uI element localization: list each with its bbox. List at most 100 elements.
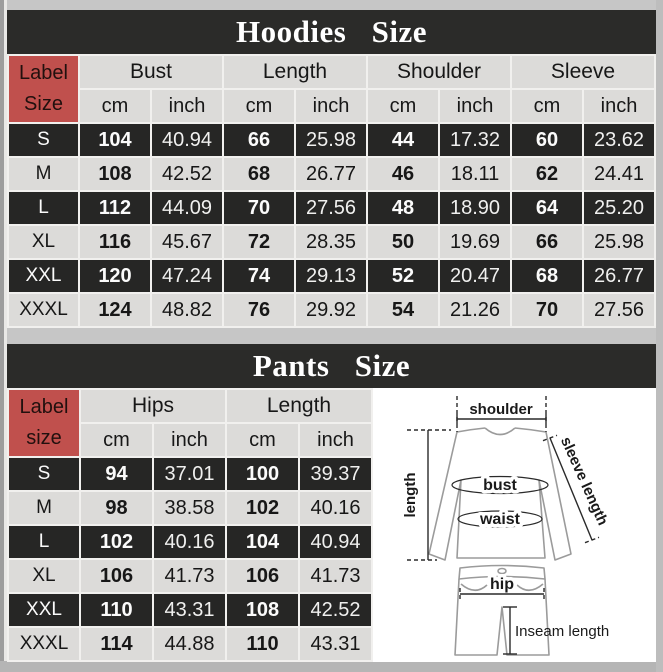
cm-value-cell: 108: [80, 158, 150, 190]
inch-value-cell: 28.35: [296, 226, 366, 258]
size-label-cell: XL: [9, 560, 79, 592]
inch-value-cell: 21.26: [440, 294, 510, 326]
hip-label: hip: [490, 576, 514, 593]
size-label-cell: M: [9, 158, 78, 190]
inch-value-cell: 40.16: [300, 492, 371, 524]
size-label-cell: L: [9, 526, 79, 558]
size-label-cell: L: [9, 192, 78, 224]
cm-value-cell: 66: [512, 226, 582, 258]
inch-value-cell: 18.90: [440, 192, 510, 224]
inch-value-cell: 17.32: [440, 124, 510, 156]
shorts-legs-outline: [454, 578, 550, 656]
sleeve-tick-bottom: [584, 536, 600, 544]
hoodies-title-banner: Hoodies Size: [7, 10, 656, 54]
cm-value-cell: 50: [368, 226, 438, 258]
size-label-cell: S: [9, 124, 78, 156]
shorts-pocket-left: [460, 583, 488, 592]
size-row-m: M 98 38.58 102 40.16: [9, 492, 371, 524]
size-label-cell: XXXL: [9, 294, 78, 326]
cm-value-cell: 72: [224, 226, 294, 258]
corner-line-1: Label: [19, 396, 69, 418]
size-label-cell: M: [9, 492, 79, 524]
size-row-xl: XL 116 45.67 72 28.35 50 19.69 66 25.98: [9, 226, 654, 258]
cm-value-cell: 70: [224, 192, 294, 224]
left-edge-highlight: [4, 0, 7, 672]
inch-value-cell: 29.13: [296, 260, 366, 292]
cm-value-cell: 116: [80, 226, 150, 258]
cm-value-cell: 98: [81, 492, 152, 524]
size-row-l: L 102 40.16 104 40.94: [9, 526, 371, 558]
unit-header-cm: cm: [224, 90, 294, 122]
unit-header-inch: inch: [154, 424, 225, 456]
shirt-outline: [428, 427, 572, 561]
size-label-cell: XXL: [9, 260, 78, 292]
cm-value-cell: 108: [227, 594, 298, 626]
cm-value-cell: 110: [81, 594, 152, 626]
inch-value-cell: 43.31: [154, 594, 225, 626]
unit-header-inch: inch: [296, 90, 366, 122]
shorts-buckle: [497, 567, 507, 575]
inch-value-cell: 27.56: [296, 192, 366, 224]
inseam-label: Inseam length: [515, 623, 609, 640]
inch-value-cell: 43.31: [300, 628, 371, 660]
content-area: Hoodies Size Label Size Bust Length Should…: [7, 10, 656, 662]
unit-header-inch: inch: [440, 90, 510, 122]
pants-size-table: Label size Hips Length cm inch cm inch S 94 37…: [7, 388, 373, 662]
size-label-cell: S: [9, 458, 79, 490]
cm-value-cell: 100: [227, 458, 298, 490]
unit-header-cm: cm: [368, 90, 438, 122]
unit-header-inch: inch: [152, 90, 222, 122]
waist-label: waist: [479, 511, 521, 528]
pants-title-banner: Pants Size: [7, 344, 656, 388]
cm-value-cell: 124: [80, 294, 150, 326]
unit-header-cm: cm: [80, 90, 150, 122]
cm-value-cell: 70: [512, 294, 582, 326]
unit-header-inch: inch: [300, 424, 371, 456]
cm-value-cell: 64: [512, 192, 582, 224]
inch-value-cell: 26.77: [584, 260, 654, 292]
size-row-m: M 108 42.52 68 26.77 46 18.11 62 24.41: [9, 158, 654, 190]
cm-value-cell: 44: [368, 124, 438, 156]
inch-value-cell: 48.82: [152, 294, 222, 326]
cm-value-cell: 52: [368, 260, 438, 292]
sleeve-tick-top: [542, 434, 558, 442]
inch-value-cell: 44.88: [154, 628, 225, 660]
size-label-cell: XXL: [9, 594, 79, 626]
inch-value-cell: 27.56: [584, 294, 654, 326]
inch-value-cell: 23.62: [584, 124, 654, 156]
inch-value-cell: 41.73: [300, 560, 371, 592]
inch-value-cell: 40.16: [154, 526, 225, 558]
cm-value-cell: 48: [368, 192, 438, 224]
left-edge-strip: [0, 0, 4, 672]
size-row-s: S 94 37.01 100 39.37: [9, 458, 371, 490]
waist-girth-ellipse: [457, 510, 543, 528]
cm-value-cell: 104: [80, 124, 150, 156]
length-label: length: [402, 473, 419, 518]
unit-header-cm: cm: [512, 90, 582, 122]
hoodies-table-body: S 104 40.94 66 25.98 44 17.32 60 23.62 M 108 42.52 6…: [9, 124, 654, 326]
inch-value-cell: 44.09: [152, 192, 222, 224]
cm-value-cell: 94: [81, 458, 152, 490]
unit-header-inch: inch: [584, 90, 654, 122]
shoulder-label: shoulder: [469, 401, 533, 418]
inch-value-cell: 38.58: [154, 492, 225, 524]
inch-value-cell: 19.69: [440, 226, 510, 258]
inch-value-cell: 42.52: [300, 594, 371, 626]
corner-line-2: Size: [24, 93, 63, 115]
cm-value-cell: 106: [227, 560, 298, 592]
cm-value-cell: 106: [81, 560, 152, 592]
size-row-s: S 104 40.94 66 25.98 44 17.32 60 23.62: [9, 124, 654, 156]
pants-group-header-row: Label size Hips Length: [9, 390, 371, 456]
hoodies-corner-cell: Label Size: [9, 56, 78, 122]
unit-header-cm: cm: [81, 424, 152, 456]
inch-value-cell: 42.52: [152, 158, 222, 190]
group-header-length: Length: [224, 56, 366, 88]
cm-value-cell: 104: [227, 526, 298, 558]
inch-value-cell: 45.67: [152, 226, 222, 258]
cm-value-cell: 66: [224, 124, 294, 156]
pants-corner-cell: Label size: [9, 390, 79, 456]
cm-value-cell: 74: [224, 260, 294, 292]
inch-value-cell: 37.01: [154, 458, 225, 490]
group-header-shoulder: Shoulder: [368, 56, 510, 88]
size-row-xl: XL 106 41.73 106 41.73: [9, 560, 371, 592]
